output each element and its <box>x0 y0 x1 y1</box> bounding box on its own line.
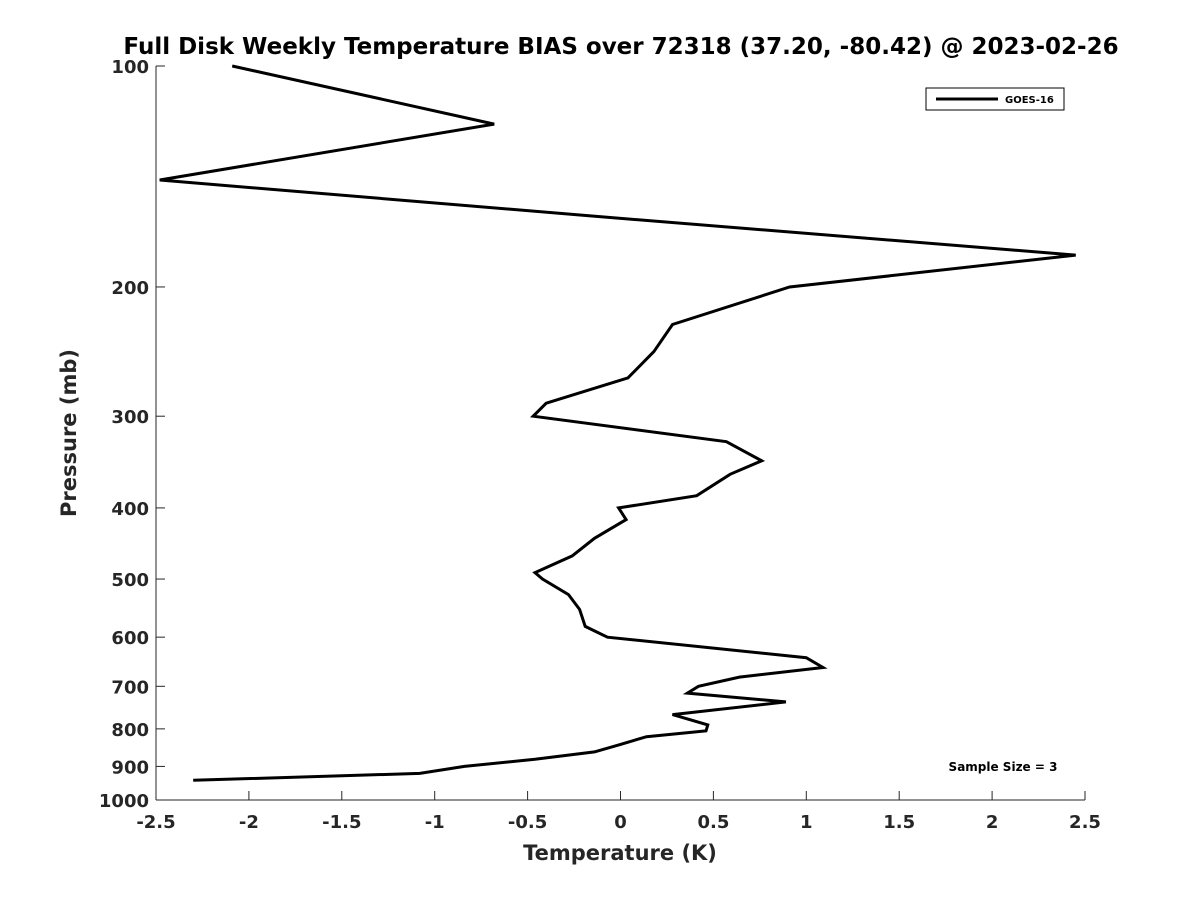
x-tick-label: 0.5 <box>697 812 729 833</box>
y-tick-label: 100 <box>111 57 149 78</box>
y-axis-ticks: 100 200 300 400 500 600 700 800 900 1000 <box>99 57 165 812</box>
x-axis-ticks: -2.5 -2 -1.5 -1 -0.5 0 0.5 1 1.5 2 2.5 <box>136 791 1101 833</box>
x-tick-label: 2 <box>986 812 999 833</box>
legend: GOES-16 <box>925 87 1065 111</box>
y-tick-label: 600 <box>111 628 149 649</box>
x-tick-label: 1.5 <box>883 812 915 833</box>
x-axis-label: Temperature (K) <box>523 841 717 865</box>
x-tick-label: -0.5 <box>508 812 547 833</box>
y-tick-label: 500 <box>111 570 149 591</box>
x-tick-label: -2.5 <box>136 812 175 833</box>
x-tick-label: 0 <box>614 812 627 833</box>
x-tick-label: -2 <box>239 812 259 833</box>
y-axis-label: Pressure (mb) <box>57 349 81 517</box>
y-tick-label: 700 <box>111 677 149 698</box>
chart-title: Full Disk Weekly Temperature BIAS over 7… <box>123 34 1118 60</box>
y-tick-label: 300 <box>111 407 149 428</box>
y-tick-label: 800 <box>111 720 149 741</box>
y-tick-label: 1000 <box>99 791 149 812</box>
series-line-goes-16 <box>159 64 1076 782</box>
y-tick-label: 900 <box>111 757 149 778</box>
legend-label: GOES-16 <box>1005 95 1054 106</box>
x-tick-label: 1 <box>800 812 813 833</box>
plot-area <box>156 66 1085 800</box>
y-tick-label: 200 <box>111 278 149 299</box>
x-tick-label: -1 <box>425 812 445 833</box>
x-tick-label: -1.5 <box>322 812 361 833</box>
x-tick-label: 2.5 <box>1069 812 1101 833</box>
sample-size-annotation: Sample Size = 3 <box>949 760 1058 774</box>
y-tick-label: 400 <box>111 499 149 520</box>
